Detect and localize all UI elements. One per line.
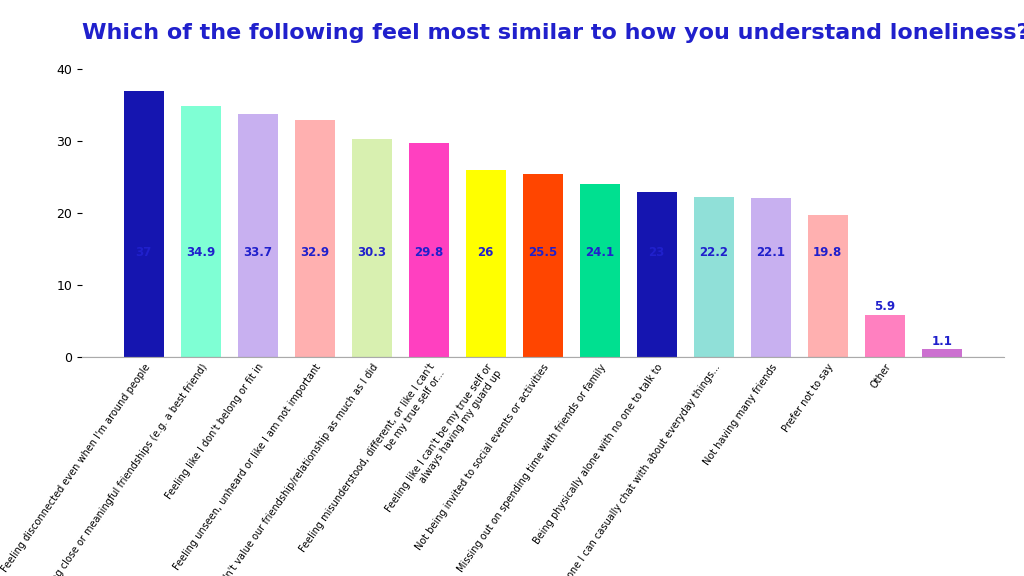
- Bar: [295, 120, 335, 357]
- Text: 24.1: 24.1: [585, 246, 614, 259]
- Text: 23: 23: [648, 246, 665, 259]
- Text: 37: 37: [135, 246, 152, 259]
- Bar: [751, 198, 791, 357]
- Bar: [238, 115, 278, 357]
- Text: 25.5: 25.5: [528, 246, 557, 259]
- Bar: [523, 173, 562, 357]
- Bar: [808, 215, 848, 357]
- Text: 32.9: 32.9: [300, 246, 330, 259]
- Text: 22.2: 22.2: [699, 246, 728, 259]
- Bar: [637, 191, 677, 357]
- Text: 5.9: 5.9: [874, 300, 895, 313]
- Bar: [124, 90, 164, 357]
- Bar: [181, 106, 221, 357]
- Bar: [580, 184, 620, 357]
- Text: 1.1: 1.1: [931, 335, 952, 348]
- Text: 22.1: 22.1: [756, 246, 785, 259]
- Bar: [864, 314, 904, 357]
- Bar: [922, 349, 962, 357]
- Bar: [466, 170, 506, 357]
- Bar: [352, 139, 392, 357]
- Text: Which of the following feel most similar to how you understand loneliness?: Which of the following feel most similar…: [82, 23, 1024, 43]
- Text: 30.3: 30.3: [357, 246, 386, 259]
- Text: 34.9: 34.9: [186, 246, 215, 259]
- Text: 19.8: 19.8: [813, 246, 843, 259]
- Text: 29.8: 29.8: [414, 246, 443, 259]
- Text: 33.7: 33.7: [244, 246, 272, 259]
- Bar: [409, 143, 449, 357]
- Bar: [693, 197, 733, 357]
- Text: 26: 26: [477, 246, 494, 259]
